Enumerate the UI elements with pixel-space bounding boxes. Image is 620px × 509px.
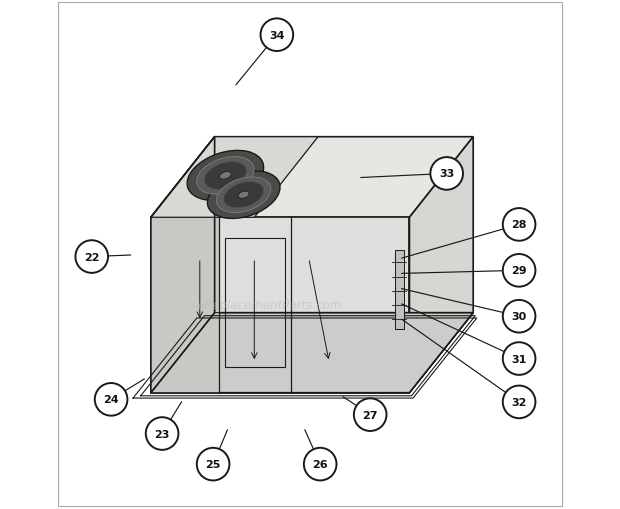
Circle shape [503, 254, 536, 287]
Polygon shape [151, 137, 215, 351]
Polygon shape [151, 137, 318, 218]
Polygon shape [151, 218, 409, 393]
Text: eReplacementParts.com: eReplacementParts.com [197, 299, 342, 312]
Text: 32: 32 [512, 397, 527, 407]
Circle shape [260, 19, 293, 52]
Ellipse shape [238, 192, 249, 199]
Text: 26: 26 [312, 459, 328, 469]
Circle shape [146, 417, 179, 450]
Circle shape [76, 241, 108, 273]
Text: 33: 33 [439, 169, 454, 179]
Circle shape [503, 343, 536, 375]
Ellipse shape [219, 172, 231, 180]
Ellipse shape [224, 182, 264, 208]
Polygon shape [151, 137, 473, 218]
Circle shape [430, 158, 463, 190]
Text: 27: 27 [363, 410, 378, 420]
Circle shape [503, 386, 536, 418]
Polygon shape [151, 137, 215, 393]
Text: 22: 22 [84, 252, 99, 262]
Circle shape [503, 300, 536, 333]
Text: 34: 34 [269, 31, 285, 41]
Text: 24: 24 [104, 394, 119, 405]
Text: 25: 25 [205, 459, 221, 469]
Circle shape [354, 399, 386, 431]
Text: 29: 29 [512, 266, 527, 276]
Ellipse shape [197, 157, 254, 195]
Bar [395, 251, 404, 330]
Polygon shape [409, 137, 473, 393]
Polygon shape [151, 313, 473, 393]
Circle shape [95, 383, 128, 416]
Ellipse shape [207, 172, 280, 219]
Text: 23: 23 [154, 429, 170, 439]
Ellipse shape [187, 151, 264, 201]
Polygon shape [151, 218, 219, 393]
Text: 28: 28 [512, 220, 527, 230]
Circle shape [304, 448, 337, 480]
Circle shape [197, 448, 229, 480]
Ellipse shape [205, 162, 246, 190]
Text: 31: 31 [512, 354, 527, 364]
Text: 30: 30 [512, 312, 527, 322]
Ellipse shape [216, 178, 271, 213]
Circle shape [503, 209, 536, 241]
